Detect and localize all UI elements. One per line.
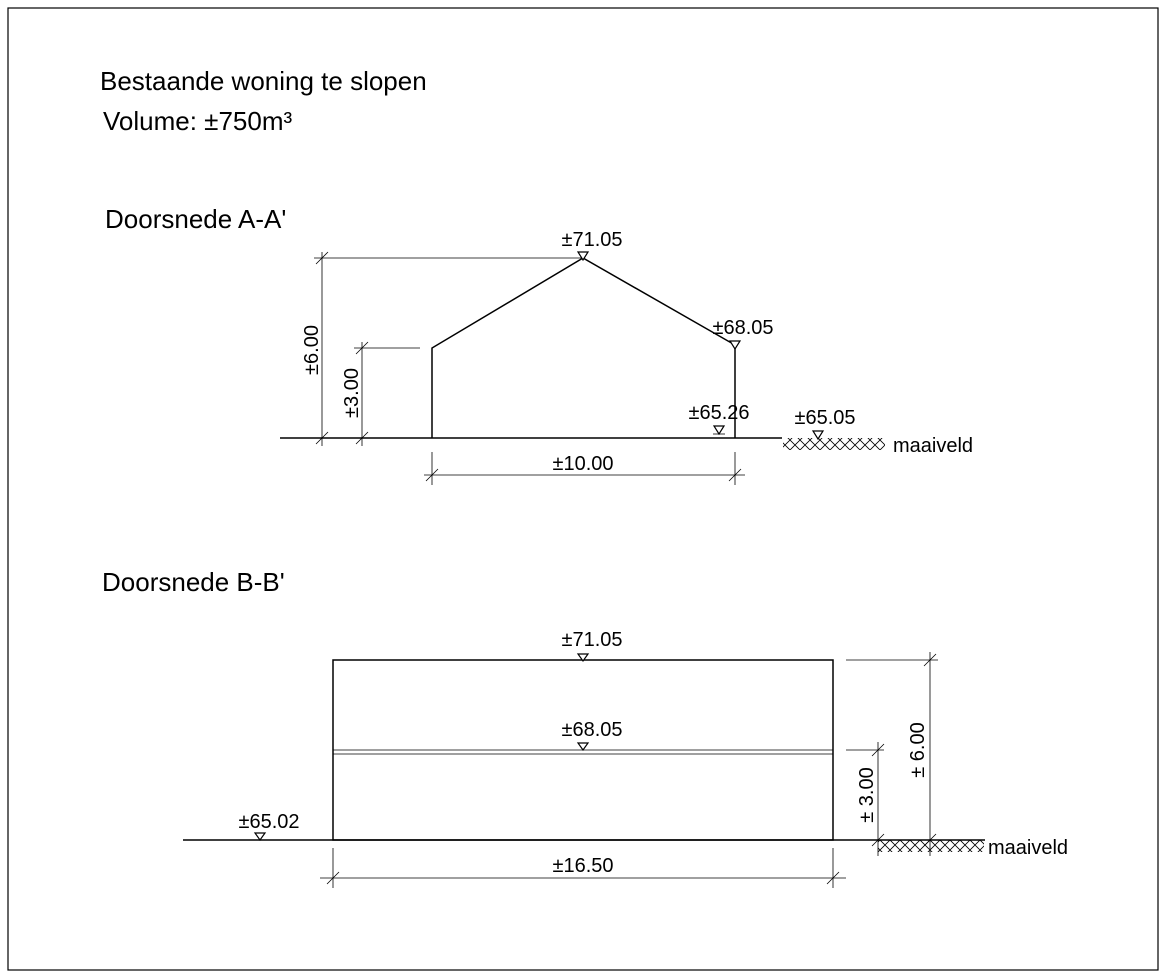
level-label: ±65.02 bbox=[238, 811, 299, 833]
volume: Volume: ±750m³ bbox=[103, 106, 292, 136]
level-label: ±65.05 bbox=[794, 407, 855, 429]
height-label: ±3.00 bbox=[341, 368, 363, 418]
width-label: ±10.00 bbox=[552, 453, 613, 475]
frame bbox=[7, 7, 1159, 971]
height-label: ± 3.00 bbox=[856, 767, 878, 822]
section-title: Doorsnede A-A' bbox=[105, 204, 286, 234]
section-a: Doorsnede A-A' ±71.05 ±68.05 ±65.26 ±65.… bbox=[105, 204, 973, 485]
title: Bestaande woning te slopen bbox=[100, 66, 427, 96]
width-label: ±16.50 bbox=[552, 855, 613, 877]
level-label: ±68.05 bbox=[561, 719, 622, 741]
level-label: ±68.05 bbox=[712, 317, 773, 339]
level-label: ±71.05 bbox=[561, 229, 622, 251]
height-label: ±6.00 bbox=[301, 325, 323, 375]
ground-label: maaiveld bbox=[988, 837, 1068, 859]
level-label: ±71.05 bbox=[561, 629, 622, 651]
level-label: ±65.26 bbox=[688, 402, 749, 424]
section-b: Doorsnede B-B' ±71.05 ±68.05 ±65.02 maai… bbox=[102, 567, 1068, 888]
height-label: ± 6.00 bbox=[907, 722, 929, 777]
ground-label: maaiveld bbox=[893, 435, 973, 457]
section-title: Doorsnede B-B' bbox=[102, 567, 285, 597]
